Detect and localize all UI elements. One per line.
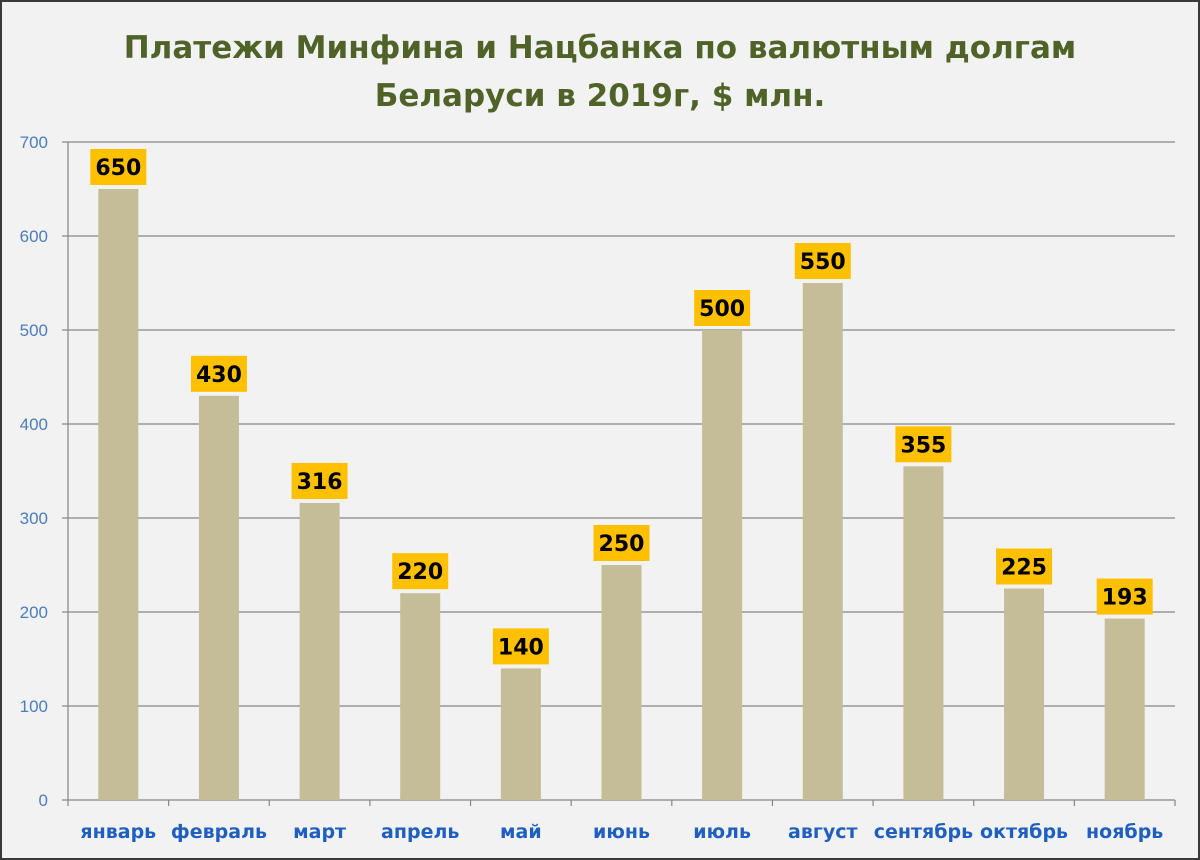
bar-август (802, 283, 843, 800)
data-label: 650 (95, 156, 141, 181)
data-label-box (794, 243, 851, 279)
x-category-label: ноябрь (1086, 821, 1163, 843)
x-category-label: сентябрь (874, 821, 973, 843)
y-tick-label: 100 (20, 697, 48, 716)
bar-апрель (400, 593, 441, 800)
bar-ноябрь (1104, 618, 1145, 800)
data-label: 220 (397, 560, 443, 585)
y-tick-label: 700 (20, 133, 48, 152)
data-label: 430 (196, 363, 242, 388)
x-category-label: май (500, 821, 542, 843)
bar-март (299, 502, 340, 800)
data-label: 193 (1102, 586, 1148, 611)
data-label: 550 (800, 250, 846, 275)
bar-май (500, 668, 541, 800)
data-label: 500 (699, 297, 745, 322)
bar-июнь (601, 565, 642, 800)
bar-сентябрь (903, 466, 944, 800)
x-category-label: июль (693, 821, 751, 843)
x-category-label: июнь (593, 821, 650, 843)
chart-title-line2: Беларуси в 2019г, $ млн. (374, 78, 826, 114)
chart-title-line1: Платежи Минфина и Нацбанка по валютным д… (123, 30, 1077, 66)
x-category-label: апрель (381, 821, 459, 843)
data-label-box (291, 462, 348, 499)
bar-октябрь (1004, 588, 1045, 800)
y-tick-label: 500 (20, 321, 48, 340)
bar-февраль (198, 395, 239, 800)
x-category-label: январь (80, 821, 156, 843)
data-label: 225 (1001, 556, 1047, 581)
x-category-label: август (788, 821, 857, 843)
x-category-label: октябрь (980, 821, 1068, 843)
y-tick-label: 400 (20, 415, 48, 434)
data-label-box (190, 355, 247, 392)
data-label-box (392, 553, 449, 590)
y-tick-label: 600 (20, 227, 48, 246)
data-label-box (996, 548, 1053, 585)
y-tick-label: 200 (20, 603, 48, 622)
y-tick-label: 300 (20, 509, 48, 528)
data-label-box (90, 149, 147, 185)
data-label-box (593, 525, 650, 561)
data-label-box (694, 290, 751, 326)
data-label-box (895, 426, 952, 463)
bar-июль (702, 330, 743, 800)
data-label: 355 (900, 433, 946, 458)
data-label: 250 (599, 532, 645, 557)
data-label: 316 (297, 470, 343, 495)
bar-январь (98, 189, 139, 800)
chart-title: Платежи Минфина и Нацбанка по валютным д… (2, 24, 1198, 120)
data-label: 140 (498, 635, 544, 660)
data-label-box (492, 628, 549, 665)
y-tick-label: 0 (39, 791, 48, 810)
data-label-box (1096, 578, 1153, 615)
x-category-label: февраль (171, 821, 267, 843)
x-category-label: март (293, 821, 346, 843)
